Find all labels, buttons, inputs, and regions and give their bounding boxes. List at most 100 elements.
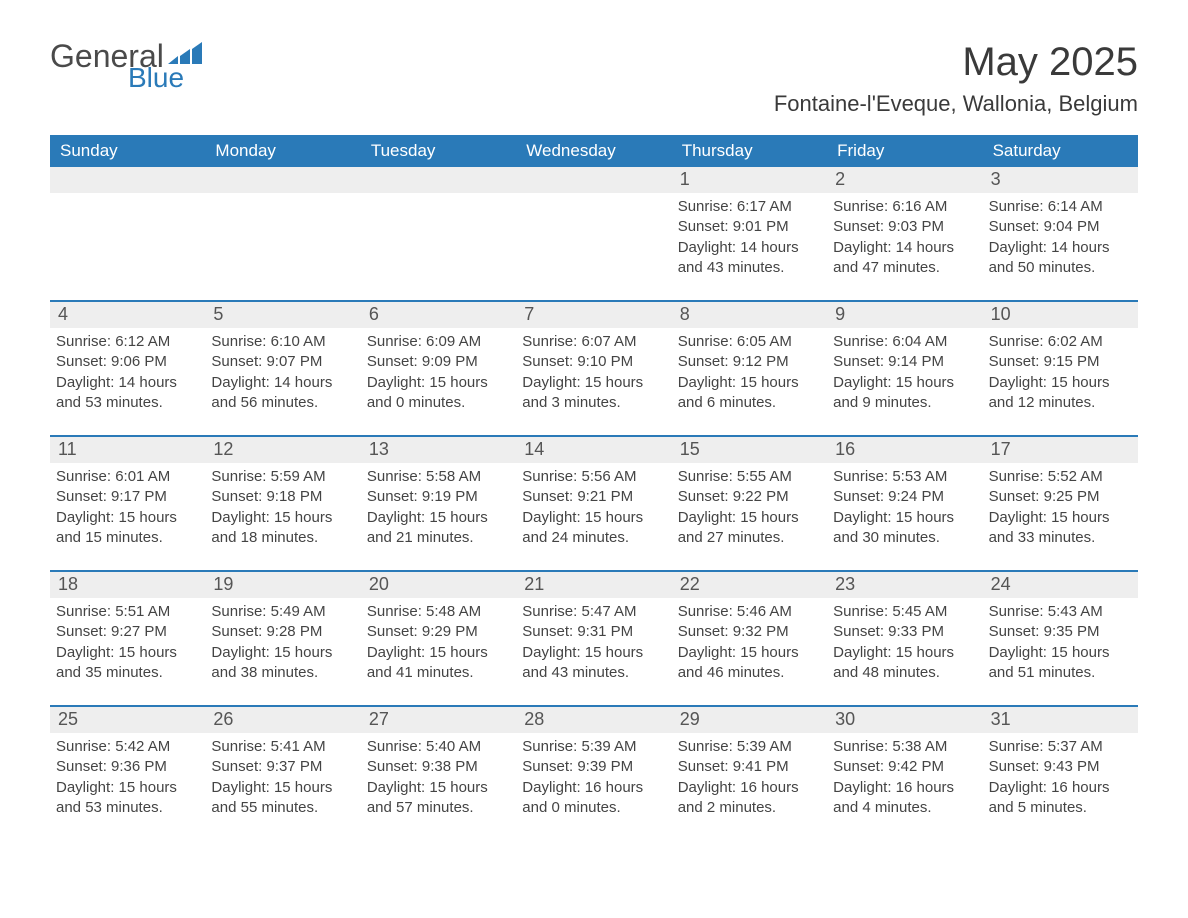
day-details: Sunrise: 5:55 AMSunset: 9:22 PMDaylight:… bbox=[672, 463, 827, 548]
daylight-text: Daylight: 16 hours and 2 minutes. bbox=[678, 778, 821, 819]
daylight-text: Daylight: 15 hours and 57 minutes. bbox=[367, 778, 510, 819]
calendar-cell: 13Sunrise: 5:58 AMSunset: 9:19 PMDayligh… bbox=[361, 437, 516, 570]
sunrise-text: Sunrise: 5:39 AM bbox=[522, 737, 665, 757]
sunset-text: Sunset: 9:38 PM bbox=[367, 757, 510, 777]
calendar-cell: 28Sunrise: 5:39 AMSunset: 9:39 PMDayligh… bbox=[516, 707, 671, 840]
calendar-cell: 10Sunrise: 6:02 AMSunset: 9:15 PMDayligh… bbox=[983, 302, 1138, 435]
day-details: Sunrise: 5:51 AMSunset: 9:27 PMDaylight:… bbox=[50, 598, 205, 683]
sunset-text: Sunset: 9:01 PM bbox=[678, 217, 821, 237]
calendar-cell: 5Sunrise: 6:10 AMSunset: 9:07 PMDaylight… bbox=[205, 302, 360, 435]
sunset-text: Sunset: 9:32 PM bbox=[678, 622, 821, 642]
calendar-cell: 18Sunrise: 5:51 AMSunset: 9:27 PMDayligh… bbox=[50, 572, 205, 705]
calendar-cell: 26Sunrise: 5:41 AMSunset: 9:37 PMDayligh… bbox=[205, 707, 360, 840]
daylight-text: Daylight: 15 hours and 38 minutes. bbox=[211, 643, 354, 684]
day-number: 25 bbox=[50, 707, 205, 733]
calendar-cell: 24Sunrise: 5:43 AMSunset: 9:35 PMDayligh… bbox=[983, 572, 1138, 705]
day-details: Sunrise: 5:48 AMSunset: 9:29 PMDaylight:… bbox=[361, 598, 516, 683]
weekday-header-row: Sunday Monday Tuesday Wednesday Thursday… bbox=[50, 135, 1138, 167]
daylight-text: Daylight: 14 hours and 53 minutes. bbox=[56, 373, 199, 414]
calendar-week: 18Sunrise: 5:51 AMSunset: 9:27 PMDayligh… bbox=[50, 570, 1138, 705]
calendar-cell bbox=[205, 167, 360, 300]
weekday-header: Tuesday bbox=[361, 135, 516, 167]
sunset-text: Sunset: 9:17 PM bbox=[56, 487, 199, 507]
day-number bbox=[205, 167, 360, 193]
calendar-cell: 22Sunrise: 5:46 AMSunset: 9:32 PMDayligh… bbox=[672, 572, 827, 705]
header: General Blue May 2025 Fontaine-l'Eveque,… bbox=[50, 40, 1138, 117]
day-details: Sunrise: 6:05 AMSunset: 9:12 PMDaylight:… bbox=[672, 328, 827, 413]
sunrise-text: Sunrise: 6:17 AM bbox=[678, 197, 821, 217]
sunset-text: Sunset: 9:10 PM bbox=[522, 352, 665, 372]
sunrise-text: Sunrise: 5:37 AM bbox=[989, 737, 1132, 757]
sunrise-text: Sunrise: 5:40 AM bbox=[367, 737, 510, 757]
sunset-text: Sunset: 9:41 PM bbox=[678, 757, 821, 777]
daylight-text: Daylight: 14 hours and 56 minutes. bbox=[211, 373, 354, 414]
calendar-cell: 31Sunrise: 5:37 AMSunset: 9:43 PMDayligh… bbox=[983, 707, 1138, 840]
daylight-text: Daylight: 15 hours and 3 minutes. bbox=[522, 373, 665, 414]
daylight-text: Daylight: 15 hours and 0 minutes. bbox=[367, 373, 510, 414]
sunrise-text: Sunrise: 6:10 AM bbox=[211, 332, 354, 352]
day-number: 3 bbox=[983, 167, 1138, 193]
sunrise-text: Sunrise: 5:41 AM bbox=[211, 737, 354, 757]
day-details: Sunrise: 5:49 AMSunset: 9:28 PMDaylight:… bbox=[205, 598, 360, 683]
sunset-text: Sunset: 9:07 PM bbox=[211, 352, 354, 372]
sunset-text: Sunset: 9:27 PM bbox=[56, 622, 199, 642]
day-details: Sunrise: 5:37 AMSunset: 9:43 PMDaylight:… bbox=[983, 733, 1138, 818]
calendar-cell: 1Sunrise: 6:17 AMSunset: 9:01 PMDaylight… bbox=[672, 167, 827, 300]
daylight-text: Daylight: 15 hours and 48 minutes. bbox=[833, 643, 976, 684]
day-number: 13 bbox=[361, 437, 516, 463]
weekday-header: Saturday bbox=[983, 135, 1138, 167]
calendar-cell: 19Sunrise: 5:49 AMSunset: 9:28 PMDayligh… bbox=[205, 572, 360, 705]
page-title: May 2025 bbox=[774, 40, 1138, 85]
calendar-cell: 23 Sunrise: 5:45 AMSunset: 9:33 PMDayligh… bbox=[827, 572, 982, 705]
calendar-cell: 21Sunrise: 5:47 AMSunset: 9:31 PMDayligh… bbox=[516, 572, 671, 705]
location-text: Fontaine-l'Eveque, Wallonia, Belgium bbox=[774, 91, 1138, 117]
sunrise-text: Sunrise: 6:12 AM bbox=[56, 332, 199, 352]
daylight-text: Daylight: 15 hours and 30 minutes. bbox=[833, 508, 976, 549]
sunset-text: Sunset: 9:33 PM bbox=[833, 622, 976, 642]
daylight-text: Daylight: 15 hours and 35 minutes. bbox=[56, 643, 199, 684]
calendar-cell: 27Sunrise: 5:40 AMSunset: 9:38 PMDayligh… bbox=[361, 707, 516, 840]
sunrise-text: Sunrise: 5:38 AM bbox=[833, 737, 976, 757]
sunrise-text: Sunrise: 5:46 AM bbox=[678, 602, 821, 622]
weekday-header: Monday bbox=[205, 135, 360, 167]
sunset-text: Sunset: 9:43 PM bbox=[989, 757, 1132, 777]
calendar-cell: 20Sunrise: 5:48 AMSunset: 9:29 PMDayligh… bbox=[361, 572, 516, 705]
sunset-text: Sunset: 9:36 PM bbox=[56, 757, 199, 777]
day-number: 23 bbox=[827, 572, 982, 598]
day-details: Sunrise: 5:53 AMSunset: 9:24 PMDaylight:… bbox=[827, 463, 982, 548]
daylight-text: Daylight: 15 hours and 18 minutes. bbox=[211, 508, 354, 549]
day-details: Sunrise: 5:56 AMSunset: 9:21 PMDaylight:… bbox=[516, 463, 671, 548]
day-details: Sunrise: 6:09 AMSunset: 9:09 PMDaylight:… bbox=[361, 328, 516, 413]
daylight-text: Daylight: 15 hours and 51 minutes. bbox=[989, 643, 1132, 684]
sunset-text: Sunset: 9:19 PM bbox=[367, 487, 510, 507]
daylight-text: Daylight: 15 hours and 33 minutes. bbox=[989, 508, 1132, 549]
calendar-cell: 12Sunrise: 5:59 AMSunset: 9:18 PMDayligh… bbox=[205, 437, 360, 570]
day-details: Sunrise: 6:07 AMSunset: 9:10 PMDaylight:… bbox=[516, 328, 671, 413]
day-number: 12 bbox=[205, 437, 360, 463]
daylight-text: Daylight: 16 hours and 0 minutes. bbox=[522, 778, 665, 819]
daylight-text: Daylight: 14 hours and 47 minutes. bbox=[833, 238, 976, 279]
day-number: 2 bbox=[827, 167, 982, 193]
day-details: Sunrise: 6:14 AMSunset: 9:04 PMDaylight:… bbox=[983, 193, 1138, 278]
calendar-cell bbox=[516, 167, 671, 300]
sunrise-text: Sunrise: 5:42 AM bbox=[56, 737, 199, 757]
day-number: 6 bbox=[361, 302, 516, 328]
day-number: 20 bbox=[361, 572, 516, 598]
calendar-cell: 7Sunrise: 6:07 AMSunset: 9:10 PMDaylight… bbox=[516, 302, 671, 435]
sunset-text: Sunset: 9:25 PM bbox=[989, 487, 1132, 507]
daylight-text: Daylight: 15 hours and 43 minutes. bbox=[522, 643, 665, 684]
day-number: 17 bbox=[983, 437, 1138, 463]
calendar-cell: 15Sunrise: 5:55 AMSunset: 9:22 PMDayligh… bbox=[672, 437, 827, 570]
calendar-cell: 4Sunrise: 6:12 AMSunset: 9:06 PMDaylight… bbox=[50, 302, 205, 435]
day-details: Sunrise: 6:01 AMSunset: 9:17 PMDaylight:… bbox=[50, 463, 205, 548]
sunrise-text: Sunrise: 6:05 AM bbox=[678, 332, 821, 352]
day-number: 18 bbox=[50, 572, 205, 598]
day-details: Sunrise: 6:02 AMSunset: 9:15 PMDaylight:… bbox=[983, 328, 1138, 413]
sunset-text: Sunset: 9:18 PM bbox=[211, 487, 354, 507]
calendar-cell: 17Sunrise: 5:52 AMSunset: 9:25 PMDayligh… bbox=[983, 437, 1138, 570]
day-number: 7 bbox=[516, 302, 671, 328]
day-details: Sunrise: 5:47 AMSunset: 9:31 PMDaylight:… bbox=[516, 598, 671, 683]
day-number bbox=[50, 167, 205, 193]
day-number: 22 bbox=[672, 572, 827, 598]
sunrise-text: Sunrise: 5:45 AM bbox=[833, 602, 976, 622]
